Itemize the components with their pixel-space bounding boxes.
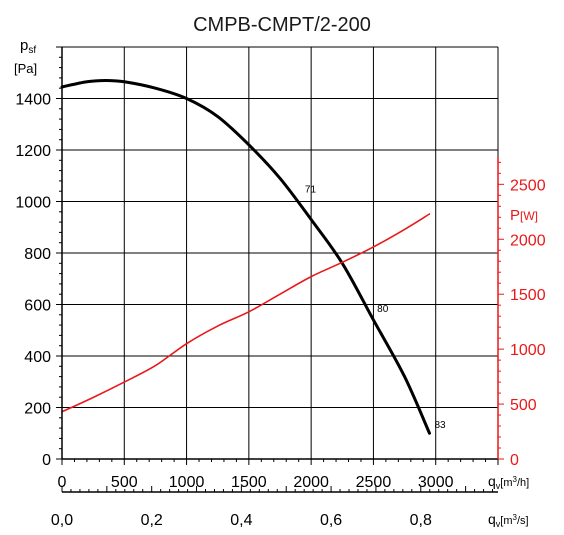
x-tick-label: 3000	[418, 474, 454, 491]
y-right-tick-label: 1500	[510, 287, 546, 304]
y-left-tick-label: 1200	[15, 143, 51, 160]
y-right-tick-label: 0	[510, 452, 519, 469]
y-right-tick-label: 1000	[510, 342, 546, 359]
grid	[61, 46, 499, 460]
y-left-label: psf	[20, 37, 36, 56]
axes	[56, 46, 504, 493]
y-left-tick-label: 0	[42, 452, 51, 469]
x2-tick-label: 0,6	[320, 512, 342, 529]
y-left-tick-label: 1400	[15, 92, 51, 109]
x2-tick-label: 0,8	[410, 512, 432, 529]
efficiency-label: 80	[377, 304, 389, 315]
x-tick-label: 1500	[231, 474, 267, 491]
chart-title: CMPB-CMPT/2-200	[193, 14, 371, 36]
pressure-curve	[60, 78, 431, 435]
y-left-tick-label: 200	[24, 401, 51, 418]
x2-tick-label: 0,4	[230, 512, 252, 529]
y-left-unit: [Pa]	[14, 61, 37, 76]
labels: 71 80 83 CMPB-CMPT/2-200 0 200 400 600 800 1000 12…	[14, 14, 546, 529]
x2-tick-label: 0,2	[141, 512, 163, 529]
x-tick-label: 2000	[293, 474, 329, 491]
x-tick-label: 0	[58, 474, 67, 491]
y-right-tick-label: 500	[510, 397, 537, 414]
y-left-tick-label: 800	[24, 246, 51, 263]
y-left-tick-label: 600	[24, 298, 51, 315]
y-right-label: P[W]	[510, 207, 538, 224]
y-left-tick-label: 400	[24, 349, 51, 366]
series-layer	[60, 78, 431, 435]
x2-axis-label: qv[m3/s]	[488, 511, 529, 529]
x2-tick-label: 0,0	[51, 512, 73, 529]
y-right-tick-label: 2500	[510, 177, 546, 194]
efficiency-label: 71	[305, 184, 317, 195]
y-left-tick-label: 1000	[15, 195, 51, 212]
efficiency-label: 83	[434, 420, 446, 431]
power-curve	[61, 213, 431, 413]
x-tick-label: 1000	[169, 474, 205, 491]
x-tick-label: 2500	[356, 474, 392, 491]
x-tick-label: 500	[111, 474, 138, 491]
x-axis-label: qv[m3/h]	[488, 473, 529, 491]
y-right-tick-label: 2000	[510, 232, 546, 249]
